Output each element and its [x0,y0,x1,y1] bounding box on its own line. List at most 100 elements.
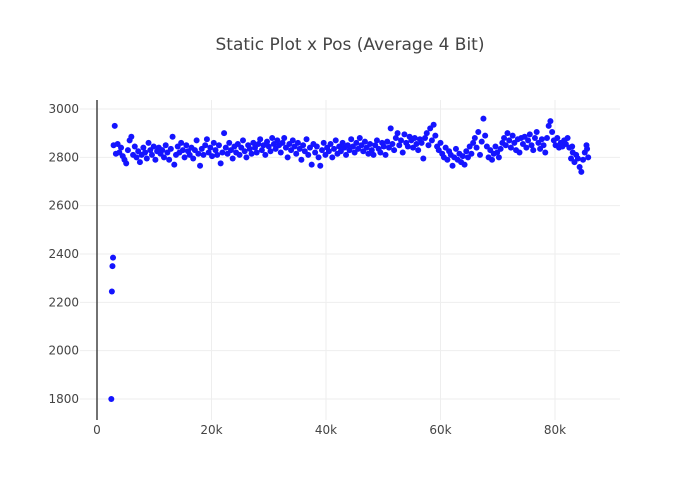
data-point [480,115,487,122]
data-point [343,151,350,158]
data-point [215,142,222,149]
data-point [123,160,130,167]
data-point [303,136,310,143]
data-point [475,128,482,135]
x-axis-ticks: 0 20k 40k 60k 80k [93,423,566,437]
data-point [449,162,456,169]
x-tick-label: 20k [200,423,222,437]
data-point [152,156,159,163]
data-point [265,143,272,150]
data-point [502,142,509,149]
data-point [339,139,346,146]
data-point [264,138,271,145]
data-point [495,154,502,161]
data-point [329,154,336,161]
data-point [150,143,157,150]
data-point [190,155,197,162]
data-point [236,151,243,158]
data-point [549,128,556,135]
data-point [399,149,406,156]
data-point [516,149,523,156]
data-point [463,148,470,155]
data-point [298,156,305,163]
data-point [564,135,571,141]
data-point [401,131,408,138]
data-point [471,135,478,141]
data-point [294,139,301,146]
data-point [289,137,296,144]
data-point [140,144,147,151]
data-point [128,133,135,140]
data-point [253,149,260,156]
data-point [584,145,591,152]
data-point [482,132,489,139]
data-point [497,145,504,152]
data-point [528,142,535,149]
data-point [530,147,537,154]
data-point [404,143,411,150]
data-point [239,137,246,144]
data-point [501,135,508,141]
data-point [540,142,547,149]
scatter-points [108,115,592,402]
data-point [133,154,140,161]
data-point [545,122,552,129]
data-point [478,138,485,145]
data-point [312,149,319,156]
data-point [470,139,477,146]
data-point [415,147,422,154]
data-point [293,150,300,157]
data-point [195,150,202,157]
data-point [255,141,262,148]
x-tick-label: 40k [315,423,337,437]
data-point [277,149,284,156]
data-point [413,141,420,148]
data-point [367,141,374,148]
data-point [267,148,274,155]
data-point [543,135,550,141]
data-point [418,139,425,146]
data-point [459,153,466,160]
data-point [318,147,325,154]
data-point [269,135,276,141]
data-point [241,148,248,155]
data-point [171,161,178,168]
data-point [111,122,118,129]
data-point [444,156,451,163]
y-tick-label: 1800 [48,392,79,406]
data-point [432,132,439,139]
y-tick-label: 3000 [48,102,79,116]
data-point [124,147,131,154]
data-point [574,155,581,162]
data-point [370,151,377,158]
data-point [179,147,186,154]
data-point [348,136,355,143]
data-point [110,254,117,261]
data-point [166,156,173,163]
data-point [222,144,229,151]
data-point [373,137,380,144]
data-point [200,151,207,158]
data-point [109,263,116,270]
data-point [217,160,224,167]
data-point [246,145,253,152]
data-point [145,139,152,146]
data-point [214,151,221,158]
y-tick-label: 2200 [48,295,79,309]
data-point [538,136,545,143]
data-point [396,142,403,149]
data-point [391,147,398,154]
data-point [547,118,554,125]
data-point [387,125,394,132]
data-point [279,139,286,146]
data-point [162,142,169,149]
data-point [143,155,150,162]
data-point [313,143,320,150]
data-point [108,396,115,402]
data-point [380,143,387,150]
y-tick-label: 2800 [48,150,79,164]
data-point [167,145,174,152]
data-point [578,168,585,175]
data-point [131,143,138,150]
x-tick-label: 80k [544,423,566,437]
